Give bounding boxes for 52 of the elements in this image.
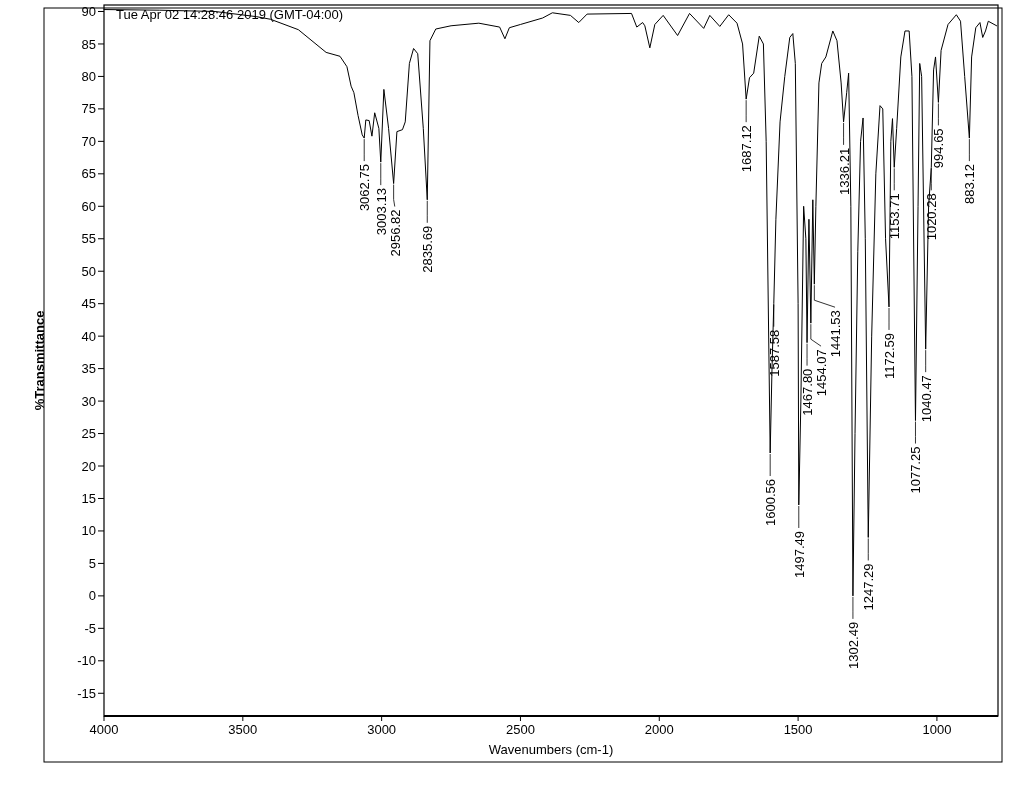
- annotation: 1441.53: [828, 310, 844, 358]
- x-tick-label: 3000: [367, 722, 397, 737]
- y-tick-label: -15: [77, 685, 96, 701]
- y-tick-label: 45: [81, 296, 96, 312]
- y-tick-label: 80: [81, 68, 96, 84]
- y-tick-label: 5: [88, 555, 96, 571]
- x-axis-title: Wavenumbers (cm-1): [488, 742, 614, 757]
- annotation: 1020.28: [924, 193, 940, 241]
- annotation: 3003.13: [373, 188, 389, 236]
- y-axis-title: %Transmittance: [32, 310, 47, 411]
- y-tick-label: 85: [81, 36, 96, 52]
- annotation: 1600.56: [763, 479, 779, 527]
- x-tick-label: 1500: [783, 722, 813, 737]
- y-tick-label: -5: [84, 620, 96, 636]
- y-tick-label: 60: [81, 198, 96, 214]
- y-tick-label: 75: [81, 101, 96, 117]
- y-tick-label: 55: [81, 231, 96, 247]
- y-tick-label: 50: [81, 263, 96, 279]
- annotation: 1687.12: [739, 125, 755, 173]
- annotation: 1077.25: [908, 446, 924, 494]
- annotation: 1247.29: [861, 563, 877, 611]
- annotation: 1587.58: [766, 329, 782, 377]
- x-tick-label: 2000: [644, 722, 674, 737]
- y-tick-label: 70: [81, 133, 96, 149]
- y-tick-label: 40: [81, 328, 96, 344]
- annotation: 1172.59: [882, 332, 897, 379]
- annotation: 2835.69: [420, 225, 436, 273]
- x-tick-label: 2500: [506, 722, 535, 737]
- annotation: 2956.82: [387, 209, 403, 257]
- annotation: 1302.49: [845, 621, 861, 669]
- y-tick-label: 15: [81, 491, 96, 507]
- y-tick-label: 20: [81, 458, 96, 474]
- x-tick-label: 1000: [922, 722, 952, 737]
- annotation: 1467.80: [800, 368, 816, 416]
- x-tick-label: 3500: [228, 722, 258, 737]
- y-tick-label: 25: [81, 426, 96, 442]
- annotation: 1153.71: [887, 193, 903, 240]
- y-tick-label: 35: [81, 361, 96, 377]
- y-tick-label: 30: [81, 393, 96, 409]
- y-tick-label: 0: [88, 588, 96, 604]
- annotation: 883.12: [962, 164, 978, 204]
- y-tick-label: -10: [77, 653, 96, 669]
- annotation: 3062.75: [357, 164, 373, 212]
- y-tick-label: 90: [81, 4, 96, 20]
- x-tick-label: 4000: [89, 722, 119, 737]
- annotation: 1040.47: [918, 375, 934, 423]
- annotation: 1336.21: [836, 147, 852, 195]
- annotation: 1497.49: [791, 530, 807, 578]
- y-tick-label: 65: [81, 166, 96, 182]
- y-tick-label: 10: [81, 523, 96, 539]
- annotation: 1454.07: [814, 349, 830, 397]
- annotation: 994.65: [931, 128, 947, 169]
